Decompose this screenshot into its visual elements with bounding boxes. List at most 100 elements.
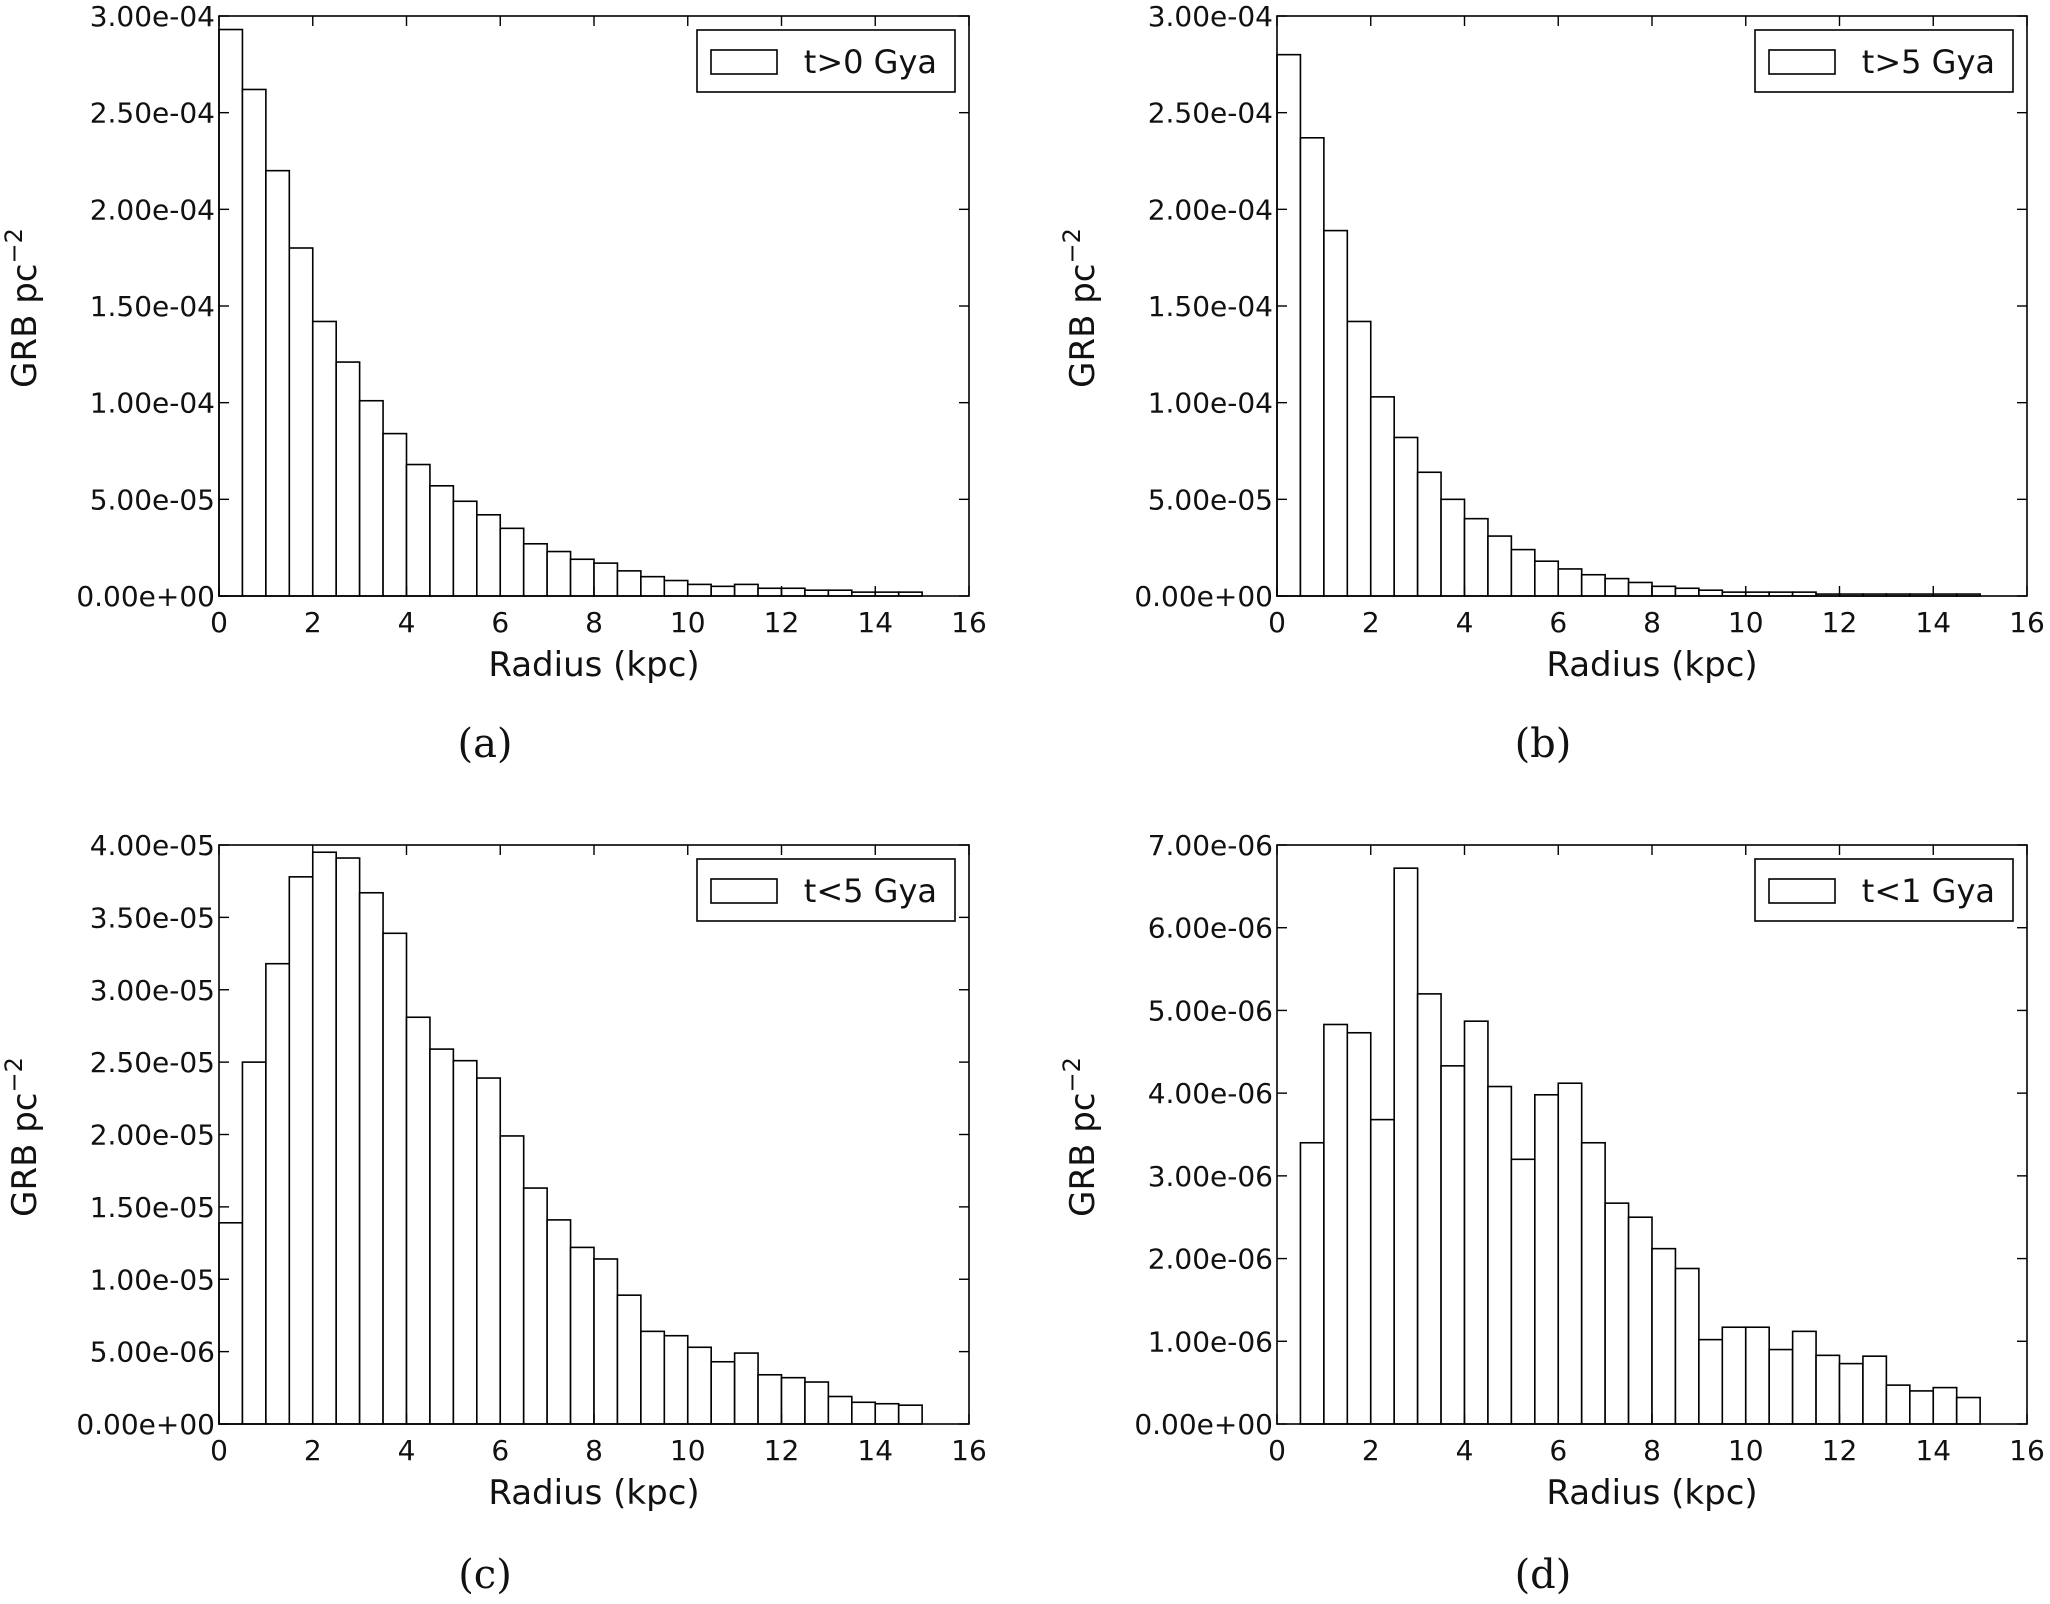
histogram-bar bbox=[851, 1401, 877, 1425]
histogram-bar bbox=[1463, 517, 1489, 597]
histogram-bar bbox=[593, 1258, 619, 1425]
x-tick-label: 12 bbox=[1822, 606, 1858, 639]
y-tick-label: 1.00e-06 bbox=[1148, 1325, 1273, 1358]
histogram-bar bbox=[1276, 53, 1302, 597]
y-tick-label: 1.50e-05 bbox=[90, 1191, 215, 1224]
x-tick-label: 4 bbox=[1456, 1434, 1474, 1467]
histogram-bar bbox=[1885, 1384, 1911, 1425]
y-axis-label: GRB pc−2 bbox=[1058, 228, 1103, 388]
x-tick-label: 8 bbox=[1643, 606, 1661, 639]
histogram-bar bbox=[616, 1294, 642, 1425]
histogram-bar bbox=[358, 891, 384, 1425]
x-axis-label: Radius (kpc) bbox=[488, 645, 699, 685]
y-tick-label: 1.00e-04 bbox=[1148, 387, 1273, 420]
subfigure-caption: (b) bbox=[1515, 721, 1572, 767]
x-tick-label: 8 bbox=[585, 606, 603, 639]
histogram-bar bbox=[218, 1221, 244, 1425]
x-tick-label: 10 bbox=[1728, 606, 1764, 639]
histogram-bar bbox=[452, 500, 478, 597]
y-tick-label: 0.00e+00 bbox=[76, 580, 215, 613]
y-axis-label-superscript: −2 bbox=[1058, 1057, 1086, 1092]
legend-swatch bbox=[710, 49, 778, 75]
histogram-bar bbox=[616, 570, 642, 597]
x-tick-label: 6 bbox=[1549, 1434, 1567, 1467]
histogram-bar bbox=[1862, 1355, 1888, 1425]
x-tick-label: 14 bbox=[857, 1434, 893, 1467]
x-tick-label: 14 bbox=[1915, 1434, 1951, 1467]
histogram-bar bbox=[241, 88, 267, 597]
histogram-bar bbox=[1768, 1348, 1794, 1425]
y-axis-label: GRB pc−2 bbox=[1058, 1057, 1103, 1217]
histogram-bar bbox=[265, 169, 291, 597]
histogram-bar bbox=[640, 575, 666, 597]
x-tick-label: 0 bbox=[210, 1434, 228, 1467]
legend-swatch bbox=[1768, 49, 1836, 75]
histogram-bar bbox=[569, 1246, 595, 1425]
x-axis-label: Radius (kpc) bbox=[1546, 645, 1757, 685]
y-axis-label-superscript: −2 bbox=[0, 228, 28, 263]
chart-panel-d: 0 2 4 6 8 10 12 14 16 0.00e+00 1.00e-06 2.00e-06 3.0… bbox=[1058, 829, 2045, 1598]
histogram-bar bbox=[1651, 1247, 1677, 1425]
legend-label: t>5 Gya bbox=[1862, 43, 1995, 81]
histogram-bar bbox=[382, 932, 408, 1425]
histogram-bar bbox=[874, 1402, 900, 1425]
histogram-bar bbox=[429, 484, 455, 597]
histogram-bar bbox=[1487, 1085, 1513, 1425]
histogram-bar bbox=[640, 1330, 666, 1425]
histogram-bar bbox=[1604, 1202, 1630, 1425]
histogram-bar bbox=[1674, 587, 1700, 597]
histogram-bar bbox=[218, 28, 244, 597]
x-tick-label: 12 bbox=[1822, 1434, 1858, 1467]
x-tick-label: 14 bbox=[857, 606, 893, 639]
x-tick-label: 16 bbox=[2009, 606, 2045, 639]
histogram-bar bbox=[405, 1016, 431, 1425]
subfigure-caption: (d) bbox=[1515, 1552, 1572, 1598]
histogram-bar bbox=[780, 1376, 806, 1425]
y-tick-label: 2.50e-05 bbox=[90, 1046, 215, 1079]
histogram-bar bbox=[663, 1334, 689, 1425]
x-tick-label: 6 bbox=[491, 606, 509, 639]
histogram-bar bbox=[1346, 1031, 1372, 1425]
histogram-bar bbox=[1955, 1396, 1981, 1425]
histogram-bar bbox=[311, 320, 337, 597]
histogram-bar bbox=[522, 1187, 548, 1425]
y-tick-label: 5.00e-05 bbox=[1148, 483, 1273, 516]
y-tick-label: 3.00e-04 bbox=[1148, 0, 1273, 33]
histogram-bar bbox=[757, 587, 783, 597]
y-axis-label-superscript: −2 bbox=[0, 1057, 28, 1092]
histogram-bar bbox=[1463, 1020, 1489, 1425]
y-tick-label: 0.00e+00 bbox=[1134, 580, 1273, 613]
x-tick-label: 0 bbox=[1268, 606, 1286, 639]
x-tick-label: 2 bbox=[1362, 1434, 1380, 1467]
y-tick-label: 0.00e+00 bbox=[1134, 1408, 1273, 1441]
histogram-bar bbox=[265, 962, 291, 1425]
y-axis-label-superscript: −2 bbox=[1058, 228, 1086, 263]
x-tick-label: 2 bbox=[304, 1434, 322, 1467]
histogram-bar bbox=[335, 361, 361, 597]
y-tick-label: 4.00e-05 bbox=[90, 829, 215, 862]
y-tick-label: 3.00e-05 bbox=[90, 974, 215, 1007]
histogram-bar bbox=[733, 583, 759, 597]
histogram-bar bbox=[1791, 1330, 1817, 1425]
x-tick-label: 14 bbox=[1915, 606, 1951, 639]
histogram-bar bbox=[1510, 1158, 1536, 1425]
x-tick-label: 6 bbox=[491, 1434, 509, 1467]
histogram-bar bbox=[1416, 471, 1442, 597]
x-tick-label: 6 bbox=[1549, 606, 1567, 639]
histogram-bar bbox=[1393, 867, 1419, 1425]
legend-box bbox=[1754, 858, 2014, 922]
legend-swatch bbox=[1768, 878, 1836, 904]
x-tick-label: 0 bbox=[1268, 1434, 1286, 1467]
x-tick-label: 8 bbox=[1643, 1434, 1661, 1467]
legend-swatch bbox=[710, 878, 778, 904]
y-tick-label: 2.00e-04 bbox=[90, 193, 215, 226]
legend-label: t<1 Gya bbox=[1862, 872, 1995, 910]
y-tick-label: 5.00e-06 bbox=[90, 1336, 215, 1369]
y-tick-label: 2.50e-04 bbox=[1148, 97, 1273, 130]
histogram-bar bbox=[1744, 1326, 1770, 1425]
histogram-bar bbox=[288, 876, 314, 1425]
x-tick-label: 16 bbox=[2009, 1434, 2045, 1467]
histogram-bar bbox=[827, 589, 853, 597]
histogram-bar bbox=[288, 247, 314, 597]
subfigure-caption: (c) bbox=[458, 1552, 512, 1598]
